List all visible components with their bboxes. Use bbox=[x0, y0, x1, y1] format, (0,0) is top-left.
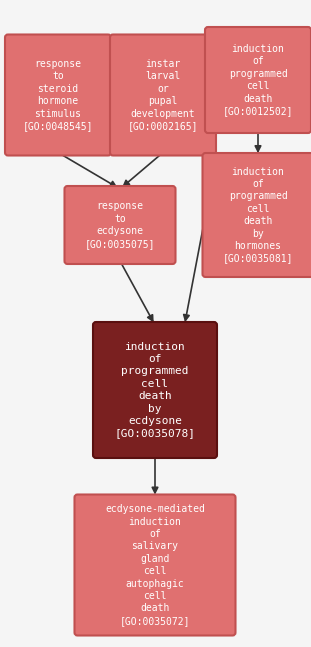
FancyBboxPatch shape bbox=[205, 27, 311, 133]
FancyBboxPatch shape bbox=[75, 494, 235, 635]
Text: induction
of
programmed
cell
death
by
ecdysone
[GO:0035078]: induction of programmed cell death by ec… bbox=[114, 342, 196, 439]
FancyBboxPatch shape bbox=[64, 186, 175, 264]
Text: ecdysone-mediated
induction
of
salivary
gland
cell
autophagic
cell
death
[GO:003: ecdysone-mediated induction of salivary … bbox=[105, 504, 205, 626]
Text: response
to
steroid
hormone
stimulus
[GO:0048545]: response to steroid hormone stimulus [GO… bbox=[23, 59, 93, 131]
FancyBboxPatch shape bbox=[110, 34, 216, 155]
FancyBboxPatch shape bbox=[202, 153, 311, 277]
Text: induction
of
programmed
cell
death
by
hormones
[GO:0035081]: induction of programmed cell death by ho… bbox=[223, 166, 293, 263]
FancyBboxPatch shape bbox=[5, 34, 111, 155]
FancyBboxPatch shape bbox=[93, 322, 217, 458]
Text: induction
of
programmed
cell
death
[GO:0012502]: induction of programmed cell death [GO:0… bbox=[223, 44, 293, 116]
Text: instar
larval
or
pupal
development
[GO:0002165]: instar larval or pupal development [GO:0… bbox=[128, 59, 198, 131]
Text: response
to
ecdysone
[GO:0035075]: response to ecdysone [GO:0035075] bbox=[85, 201, 155, 248]
